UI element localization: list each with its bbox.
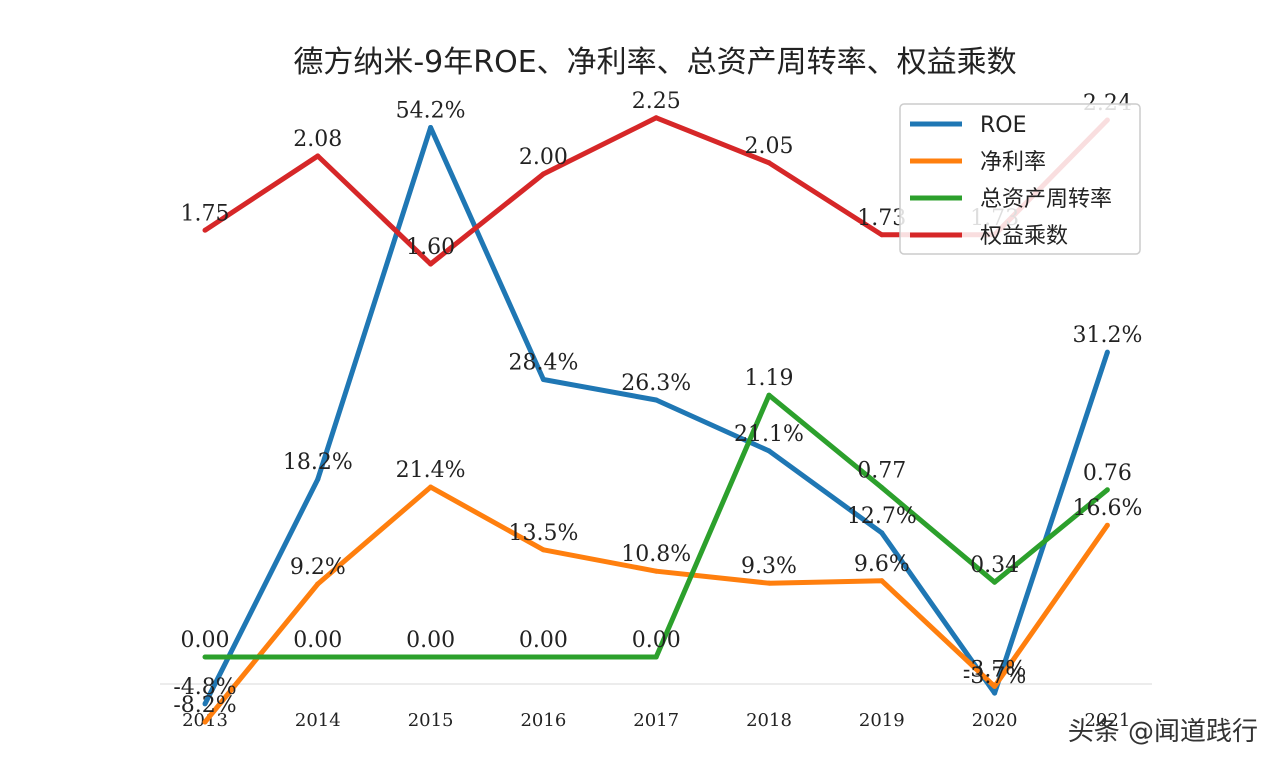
data-point (202, 719, 208, 725)
data-point (766, 160, 772, 166)
x-tick-label: 2021 (1084, 710, 1130, 731)
data-label: 1.73 (857, 206, 906, 231)
data-label: 21.4% (396, 458, 466, 483)
data-point (540, 654, 546, 660)
data-point (653, 115, 659, 121)
data-point (315, 581, 321, 587)
legend-label: ROE (980, 113, 1027, 138)
data-point (766, 580, 772, 586)
data-point (428, 124, 434, 130)
data-label: 0.00 (293, 628, 342, 653)
data-point (879, 530, 885, 536)
data-point (1104, 487, 1110, 493)
data-label: 9.3% (741, 554, 797, 579)
data-label: 2.08 (293, 127, 342, 152)
data-point (992, 579, 998, 585)
data-label: 2.25 (632, 89, 681, 114)
data-label: 9.2% (290, 555, 346, 580)
x-axis-ticks: 201320142015201620172018201920202021 (182, 710, 1130, 731)
data-point (202, 701, 208, 707)
legend-label: 总资产周转率 (980, 187, 1112, 212)
data-label: 0.77 (857, 459, 906, 484)
data-point (202, 227, 208, 233)
data-point (653, 397, 659, 403)
data-point (766, 448, 772, 454)
data-label: 0.76 (1083, 461, 1132, 486)
x-tick-label: 2015 (408, 710, 454, 731)
data-label: 10.8% (621, 542, 691, 567)
data-label: 0.00 (632, 628, 681, 653)
data-point (540, 377, 546, 383)
data-label: 13.5% (508, 521, 578, 546)
x-tick-label: 2014 (295, 710, 341, 731)
data-label: -4.8% (173, 675, 236, 700)
data-point (540, 171, 546, 177)
x-tick-label: 2018 (746, 710, 792, 731)
data-point (315, 476, 321, 482)
data-label: -8.2% (173, 693, 236, 718)
data-label: 0.00 (181, 628, 230, 653)
data-point (879, 578, 885, 584)
data-point (653, 654, 659, 660)
x-tick-label: 2017 (633, 710, 679, 731)
series-line (205, 392, 1109, 660)
x-tick-label: 2019 (859, 710, 905, 731)
data-label: 18.2% (283, 450, 353, 475)
data-point (428, 261, 434, 267)
data-point (879, 232, 885, 238)
data-point (879, 485, 885, 491)
data-label: 9.6% (854, 552, 910, 577)
data-point (766, 392, 772, 398)
x-tick-label: 2016 (520, 710, 566, 731)
data-label: 0.34 (970, 553, 1019, 578)
data-label: 21.1% (734, 422, 804, 447)
data-label: 0.00 (519, 628, 568, 653)
data-point (992, 683, 998, 689)
series-lines (202, 115, 1110, 725)
data-label: 28.4% (508, 351, 578, 376)
data-point (202, 654, 208, 660)
legend-label: 净利率 (980, 150, 1046, 175)
data-point (428, 484, 434, 490)
data-point (1104, 522, 1110, 528)
data-label: 16.6% (1072, 496, 1142, 521)
data-point (1104, 349, 1110, 355)
data-point (540, 547, 546, 553)
x-tick-label: 2020 (972, 710, 1018, 731)
data-labels: -4.8% 18.2% 54.2% 28.4% 26.3% 21.1% 12.7% -3.7%… (173, 89, 1142, 718)
data-label: 2.05 (745, 134, 794, 159)
watermark-text: 头条 @闻道践行 (1068, 717, 1258, 747)
legend-box (899, 103, 1141, 255)
data-point (653, 568, 659, 574)
legend-label: 权益乘数 (980, 224, 1068, 249)
data-point (428, 654, 434, 660)
data-label: -3.7% (963, 664, 1026, 689)
chart-title: 德方纳米-9年ROE、净利率、总资产周转率、权益乘数 (293, 45, 1016, 80)
data-label: 1.19 (745, 366, 794, 391)
data-label: 12.7% (847, 504, 917, 529)
data-point (315, 654, 321, 660)
data-point (992, 690, 998, 696)
data-point (315, 153, 321, 159)
data-label: 31.2% (1072, 323, 1142, 348)
data-label: 2.00 (519, 145, 568, 170)
data-label: 26.3% (621, 371, 691, 396)
data-label: 1.75 (181, 201, 230, 226)
data-label: -3.7% (963, 657, 1026, 682)
data-label: 1.60 (406, 235, 455, 260)
data-label: 0.00 (406, 628, 455, 653)
data-label: 54.2% (396, 98, 466, 123)
